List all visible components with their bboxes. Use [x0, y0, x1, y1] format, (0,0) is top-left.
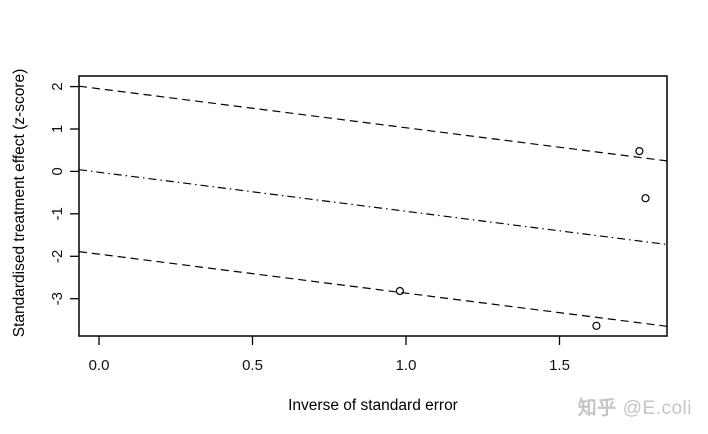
x-axis-label: Inverse of standard error — [288, 397, 458, 414]
y-axis-ticks-group: 2 1 0 -1 -2 -3 — [49, 82, 79, 305]
y-tick-label: 2 — [49, 82, 66, 90]
x-tick-label: 1.0 — [396, 357, 417, 374]
x-tick-label: 0.5 — [242, 357, 263, 374]
data-point — [641, 194, 650, 203]
x-tick-label: 1.5 — [549, 357, 570, 374]
data-point — [592, 321, 601, 330]
y-tick-label: -1 — [49, 207, 66, 220]
watermark: 知乎 @E.coli — [578, 393, 692, 420]
data-points-group — [395, 147, 650, 330]
x-axis-ticks-group: 0.0 0.5 1.0 1.5 — [89, 336, 570, 374]
y-tick-label: 0 — [49, 167, 66, 175]
x-tick-label: 0.0 — [89, 357, 110, 374]
data-point — [395, 286, 404, 296]
reference-lines-group — [78, 85, 668, 327]
y-tick-label: -2 — [49, 250, 66, 263]
lower-limit-line — [78, 251, 668, 327]
data-point — [635, 147, 644, 156]
watermark-brand: 知乎 — [577, 398, 617, 419]
y-axis-label: Standardised treatment effect (z-score) — [11, 69, 28, 338]
y-tick-label: -3 — [49, 292, 66, 305]
plot-frame — [78, 75, 668, 337]
y-tick-label: 1 — [49, 125, 66, 133]
upper-limit-line — [78, 85, 668, 162]
center-regression-line — [78, 169, 668, 246]
watermark-handle: @E.coli — [622, 398, 692, 419]
